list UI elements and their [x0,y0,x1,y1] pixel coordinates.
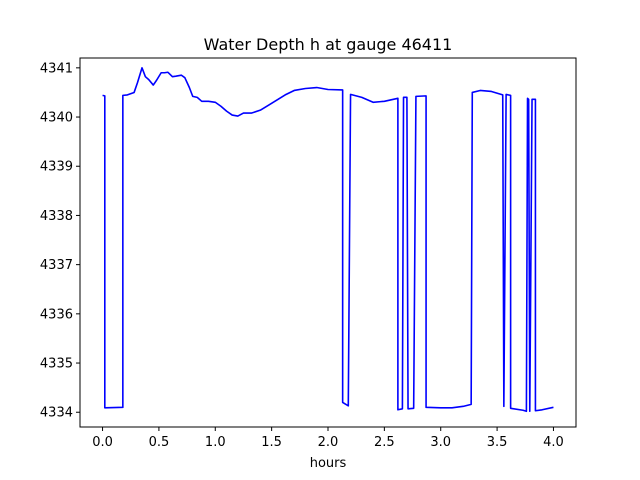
x-tick-label: 3.0 [430,435,451,450]
series-line [102,67,554,413]
x-axis-label: hours [310,456,347,471]
x-tick-label: 0.0 [92,435,113,450]
y-axis-ticks: 4334 4335 4336 4337 4338 4339 4340 4341 [40,61,80,421]
x-tick-label: 2.5 [374,435,395,450]
x-tick-label: 1.0 [205,435,226,450]
x-tick-label: 4.0 [543,435,564,450]
y-tick-label: 4336 [40,307,73,322]
plot-area: 0.0 0.5 1.0 1.5 2.0 2.5 3.0 3.5 4.0 4334 4335 4336… [40,57,577,450]
x-tick-label: 3.5 [487,435,508,450]
x-tick-label: 1.5 [261,435,282,450]
chart-title: Water Depth h at gauge 46411 [204,35,453,54]
y-tick-label: 4341 [40,61,73,76]
y-tick-label: 4340 [40,111,73,126]
y-tick-label: 4337 [40,258,73,273]
y-tick-label: 4338 [40,209,73,224]
y-tick-label: 4335 [40,357,73,372]
x-tick-label: 0.5 [149,435,170,450]
y-tick-label: 4334 [40,406,73,421]
x-tick-label: 2.0 [318,435,339,450]
y-tick-label: 4339 [40,160,73,175]
plot-frame [79,57,577,428]
x-axis-ticks: 0.0 0.5 1.0 1.5 2.0 2.5 3.0 3.5 4.0 [92,427,564,450]
series-layer [102,67,554,413]
